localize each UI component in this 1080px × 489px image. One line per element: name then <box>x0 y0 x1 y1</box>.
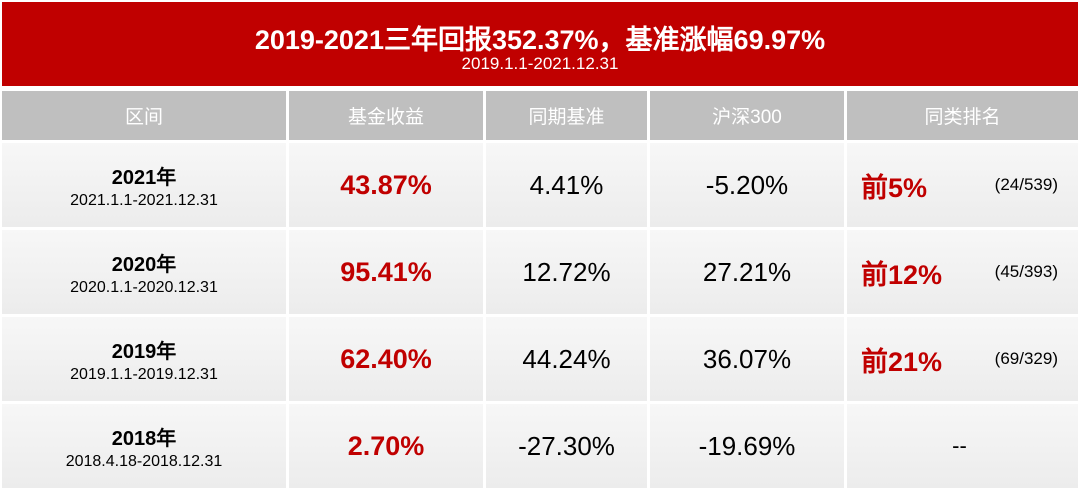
benchmark-return: -27.30% <box>518 430 615 461</box>
fund-return: 2.70% <box>347 430 425 461</box>
csi300-return: 27.21% <box>702 256 792 287</box>
column-header: 同类排名 <box>847 91 1078 140</box>
period: 2020年 <box>111 253 177 276</box>
csi300-cell: 27.21% <box>650 230 844 314</box>
fund-return: 62.40% <box>340 343 432 374</box>
column-header: 沪深300 <box>650 91 844 140</box>
fund-return: 43.87% <box>340 169 432 200</box>
period: 2021年 <box>111 166 177 189</box>
csi300-return: 36.07% <box>702 343 792 374</box>
benchmark-cell: -27.30% <box>486 404 647 488</box>
benchmark-return: 44.24% <box>522 343 611 374</box>
date-range: 2018.4.18-2018.12.31 <box>65 452 223 470</box>
title: 2019-2021三年回报352.37%，基准涨幅69.97% <box>254 25 826 55</box>
period-cell: 2018年 2018.4.18-2018.12.31 <box>2 404 286 488</box>
column-header: 区间 <box>2 91 286 140</box>
subtitle: 2019.1.1-2021.12.31 <box>461 54 619 73</box>
benchmark-cell: 44.24% <box>486 317 647 401</box>
period-cell: 2019年 2019.1.1-2019.12.31 <box>2 317 286 401</box>
csi300-cell: -5.20% <box>650 143 844 227</box>
date-range: 2020.1.1-2020.12.31 <box>70 278 218 296</box>
benchmark-cell: 12.72% <box>486 230 647 314</box>
header: 2019-2021三年回报352.37%，基准涨幅69.97% 2019.1.1… <box>2 2 1078 86</box>
period-cell: 2020年 2020.1.1-2020.12.31 <box>2 230 286 314</box>
column-header: 基金收益 <box>289 91 483 140</box>
rank: 前12% <box>861 259 943 290</box>
benchmark-cell: 4.41% <box>486 143 647 227</box>
period: 2018年 <box>111 427 177 450</box>
benchmark-return: 12.72% <box>522 256 611 287</box>
table: 区间 基金收益 同期基准 沪深300 同类排名 2021年 2021.1.1-2021.12… <box>2 91 1078 488</box>
csi300-return: -19.69% <box>698 430 796 461</box>
date-range: 2019.1.1-2019.12.31 <box>70 365 218 383</box>
fund-cell: 43.87% <box>289 143 483 227</box>
rank-cell: 前12% (45/393) <box>847 230 1078 314</box>
fund-return: 95.41% <box>340 256 432 287</box>
rank-detail: (69/329) <box>994 349 1058 368</box>
rank-detail: (24/539) <box>994 175 1058 194</box>
rank-detail: (45/393) <box>994 262 1058 281</box>
fund-cell: 2.70% <box>289 404 483 488</box>
column-header: 同期基准 <box>486 91 647 140</box>
rank-cell: -- <box>847 404 1078 488</box>
rank-cell: 前5% (24/539) <box>847 143 1078 227</box>
benchmark-return: 4.41% <box>529 169 604 200</box>
rank: -- <box>952 433 967 458</box>
csi300-cell: -19.69% <box>650 404 844 488</box>
fund-cell: 95.41% <box>289 230 483 314</box>
csi300-cell: 36.07% <box>650 317 844 401</box>
rank: 前21% <box>861 346 943 377</box>
fund-cell: 62.40% <box>289 317 483 401</box>
date-range: 2021.1.1-2021.12.31 <box>70 191 218 209</box>
period: 2019年 <box>111 340 177 363</box>
rank-cell: 前21% (69/329) <box>847 317 1078 401</box>
rank: 前5% <box>861 172 928 203</box>
period-cell: 2021年 2021.1.1-2021.12.31 <box>2 143 286 227</box>
csi300-return: -5.20% <box>705 169 789 200</box>
